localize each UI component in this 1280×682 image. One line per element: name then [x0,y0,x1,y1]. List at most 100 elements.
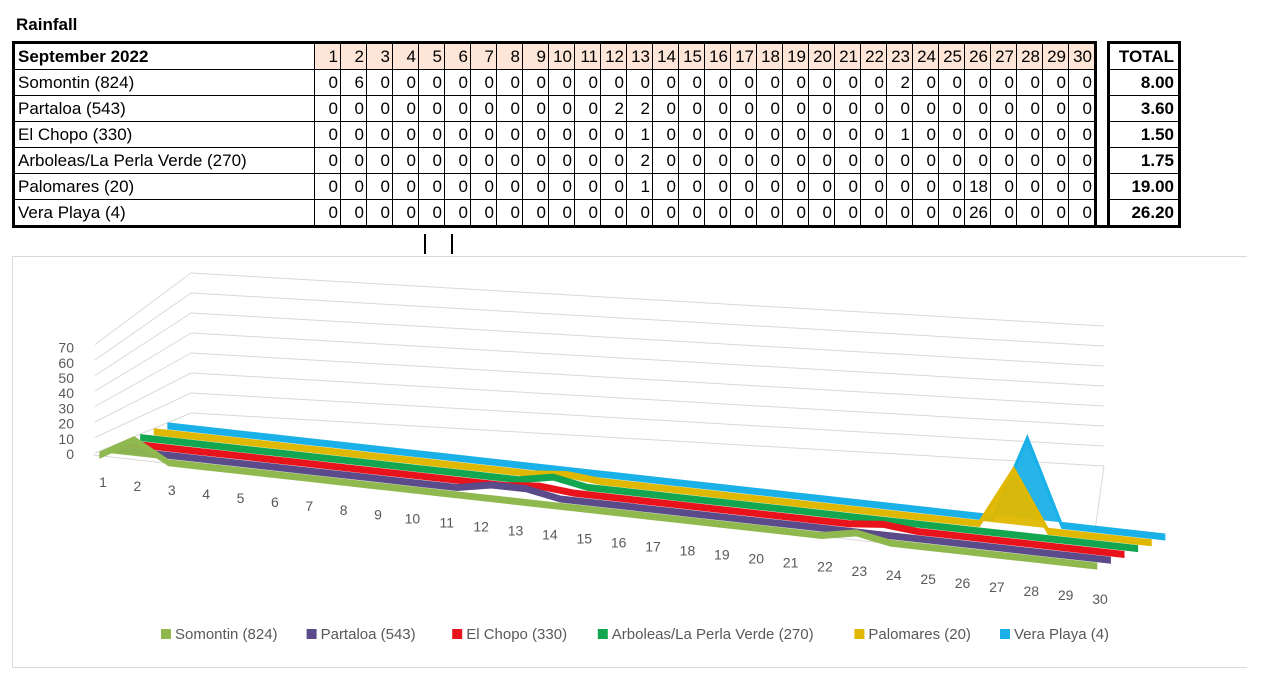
station-name: Palomares (20) [12,173,315,200]
rainfall-cell: 0 [912,95,939,122]
rainfall-cell: 0 [808,95,835,122]
rainfall-cell: 0 [990,147,1017,174]
rainfall-cell: 0 [600,121,627,148]
rainfall-cell: 0 [756,95,783,122]
y-tick-label: 10 [58,431,74,447]
x-tick-label: 4 [202,486,210,502]
rainfall-cell: 0 [418,199,445,228]
rainfall-cell: 0 [990,199,1017,228]
rainfall-cell: 0 [314,147,341,174]
x-tick-label: 11 [440,514,455,530]
rainfall-cell: 0 [574,69,601,96]
rainfall-cell: 0 [704,95,731,122]
x-tick-label: 3 [168,482,176,498]
rainfall-cell: 0 [730,173,757,200]
page-title: Rainfall [16,15,78,34]
rainfall-cell: 0 [704,199,731,228]
rainfall-cell: 0 [834,199,861,228]
rainfall-cell: 0 [730,69,757,96]
table-gap [1095,199,1109,228]
rainfall-cell: 0 [548,69,575,96]
rainfall-cell: 0 [366,95,393,122]
rainfall-cell: 0 [782,199,809,228]
rainfall-cell: 0 [730,199,757,228]
rainfall-cell: 0 [392,173,419,200]
rainfall-cell: 0 [1068,121,1097,148]
rainfall-cell: 0 [860,69,887,96]
x-tick-label: 5 [237,490,245,506]
rainfall-cell: 0 [678,173,705,200]
station-total: 1.75 [1107,147,1181,174]
rainfall-cell: 0 [392,95,419,122]
day-header: 12 [600,41,627,70]
rainfall-cell: 0 [522,95,549,122]
x-tick-label: 16 [611,535,627,551]
gridline [94,312,192,376]
rainfall-cell: 0 [574,173,601,200]
day-header: 5 [418,41,445,70]
rainfall-cell: 0 [496,95,523,122]
rainfall-cell: 1 [626,173,653,200]
rainfall-cell: 0 [652,69,679,96]
rainfall-cell: 0 [756,199,783,228]
y-tick-label: 70 [58,340,74,356]
day-header: 26 [964,41,991,70]
gridline [94,392,192,438]
rainfall-cell: 0 [652,147,679,174]
rainfall-cell: 0 [600,147,627,174]
rainfall-cell: 0 [756,121,783,148]
rainfall-cell: 0 [366,121,393,148]
rainfall-cell: 0 [470,121,497,148]
table-row: Vera Playa (4) 0 0 0 0 0 0 0 0 0 0 0 0 0 0 0 0 0 0 0 0 0 0 0 0 0 2… [12,199,1181,228]
rainfall-cell: 0 [756,69,783,96]
rainfall-cell: 0 [444,173,471,200]
rainfall-cell: 0 [626,199,653,228]
rainfall-cell: 0 [392,69,419,96]
rainfall-cell: 0 [990,95,1017,122]
y-tick-label: 0 [66,446,74,462]
rainfall-cell: 0 [548,173,575,200]
rainfall-cell: 0 [782,95,809,122]
x-tick-label: 15 [577,530,593,546]
rainfall-cell: 0 [574,121,601,148]
chart-area: 0 10 20 30 40 50 60 70 1 2 3 4 5 6 7 8 9 10 11 12 13 14 15 16 17… [12,256,1247,668]
table-body: Somontin (824) 0 6 0 0 0 0 0 0 0 0 0 0 0 0 0 0 0 0 0 0 0 0 2 0 0 0… [12,69,1181,228]
day-header: 10 [548,41,575,70]
rainfall-cell: 0 [652,121,679,148]
series-ribbon [167,422,1166,541]
station-name: El Chopo (330) [12,121,315,148]
rainfall-cell: 0 [912,121,939,148]
legend-label: Vera Playa (4) [1014,626,1109,643]
rainfall-cell: 0 [1016,173,1043,200]
rainfall-cell: 0 [418,173,445,200]
legend-swatch [452,629,463,639]
rainfall-cell: 0 [1068,147,1097,174]
rainfall-cell: 0 [678,147,705,174]
day-header: 25 [938,41,965,70]
rainfall-cell: 0 [886,95,913,122]
rainfall-cell: 0 [860,95,887,122]
rainfall-cell: 0 [964,69,991,96]
rainfall-cell: 0 [418,147,445,174]
rainfall-cell: 0 [522,69,549,96]
rainfall-cell: 0 [704,173,731,200]
rainfall-cell: 0 [808,147,835,174]
rainfall-cell: 0 [782,121,809,148]
rainfall-cell: 0 [340,147,367,174]
x-tick-label: 20 [748,551,764,567]
rainfall-cell: 18 [964,173,991,200]
rainfall-cell: 0 [730,147,757,174]
rainfall-cell: 0 [444,199,471,228]
x-tick-label: 29 [1058,587,1074,603]
gridline [190,412,1105,467]
table-gap [1095,173,1109,200]
station-name: Vera Playa (4) [12,199,315,228]
rainfall-cell: 0 [990,173,1017,200]
rainfall-cell: 0 [1016,121,1043,148]
station-name: Somontin (824) [12,69,315,96]
table-row: Somontin (824) 0 6 0 0 0 0 0 0 0 0 0 0 0 0 0 0 0 0 0 0 0 0 2 0 0 0… [12,69,1181,96]
x-tick-label: 12 [473,518,489,534]
rainfall-cell: 0 [1042,121,1069,148]
rainfall-cell: 0 [548,199,575,228]
rainfall-cell: 0 [678,199,705,228]
